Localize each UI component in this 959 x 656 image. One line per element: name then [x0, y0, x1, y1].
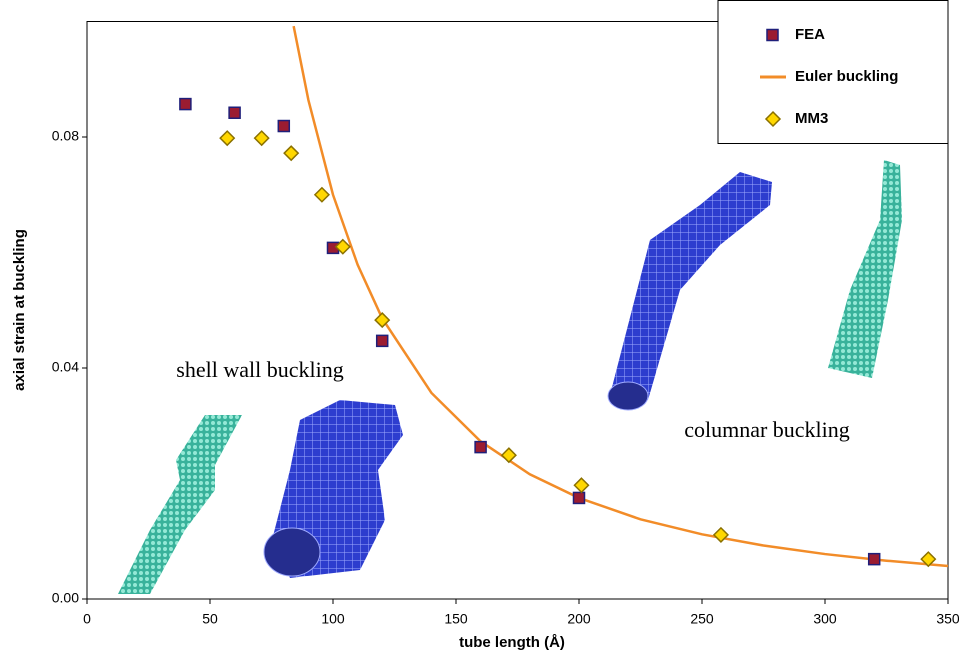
x-axis-label: tube length (Å): [459, 634, 565, 651]
x-tick-label: 350: [936, 611, 959, 627]
y-axis-label: axial strain at buckling: [11, 229, 28, 391]
x-tick-label: 100: [321, 611, 345, 627]
y-tick-label: 0.08: [52, 128, 79, 144]
legend-label: FEA: [795, 26, 825, 43]
x-tick-label: 0: [83, 611, 91, 627]
plot-frame: [86, 21, 949, 600]
point: [920, 551, 937, 568]
legend-label: MM3: [795, 110, 828, 127]
legend-label: Euler buckling: [795, 68, 898, 85]
x-tick-label: 300: [813, 611, 837, 627]
annotation: columnar buckling: [684, 417, 850, 442]
point: [313, 186, 330, 203]
point: [253, 130, 270, 147]
point: [219, 130, 236, 147]
legend-swatch: [764, 110, 782, 128]
y-tick-label: 0.04: [52, 359, 79, 375]
point: [277, 119, 291, 133]
annotation: shell wall buckling: [176, 357, 343, 382]
point: [283, 145, 300, 162]
point: [375, 334, 389, 348]
euler-line: [292, 25, 949, 568]
point: [334, 238, 351, 255]
point: [228, 106, 241, 119]
point: [867, 552, 881, 566]
point: [374, 312, 391, 329]
legend-box: [717, 0, 949, 144]
legend-swatch: [766, 28, 779, 42]
illustrations: [118, 160, 902, 594]
point: [500, 447, 517, 464]
point: [573, 477, 590, 494]
point: [179, 97, 192, 111]
x-tick-label: 200: [567, 611, 591, 627]
x-tick-label: 150: [444, 611, 468, 627]
point: [712, 526, 730, 543]
point: [474, 440, 487, 454]
y-tick-label: 0.00: [52, 590, 79, 606]
x-tick-label: 250: [690, 611, 714, 627]
x-tick-label: 50: [202, 611, 218, 627]
point: [572, 491, 586, 505]
